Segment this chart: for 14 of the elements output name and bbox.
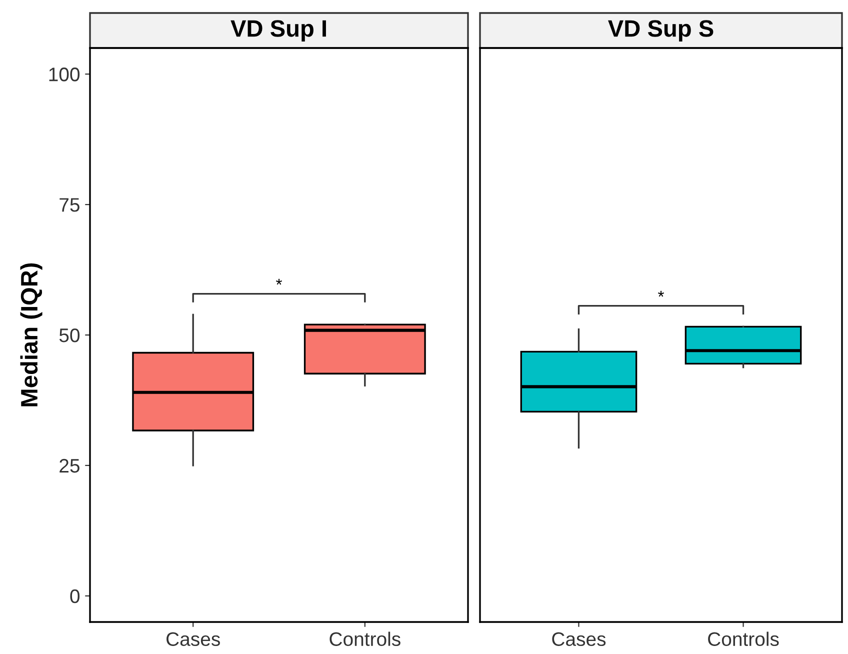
annotation: * [658, 290, 664, 297]
x-tick-label: Controls [330, 632, 400, 646]
y-tick-label: 75 [60, 198, 80, 212]
x-tick-label: Cases [552, 632, 606, 646]
y-tick-label: 25 [60, 458, 80, 473]
y-tick-label: 50 [59, 328, 80, 342]
chart-title: VD Sup I [230, 20, 326, 42]
y-tick-label: 100 [49, 68, 80, 82]
x-tick-label: Controls [708, 632, 779, 646]
x-tick-label: Cases [166, 632, 220, 646]
chart-title: VD Sup S [608, 20, 714, 42]
y-axis-title: Median (IQR) [20, 263, 42, 406]
annotation: * [276, 278, 282, 285]
y-tick-label: 0 [70, 589, 80, 604]
